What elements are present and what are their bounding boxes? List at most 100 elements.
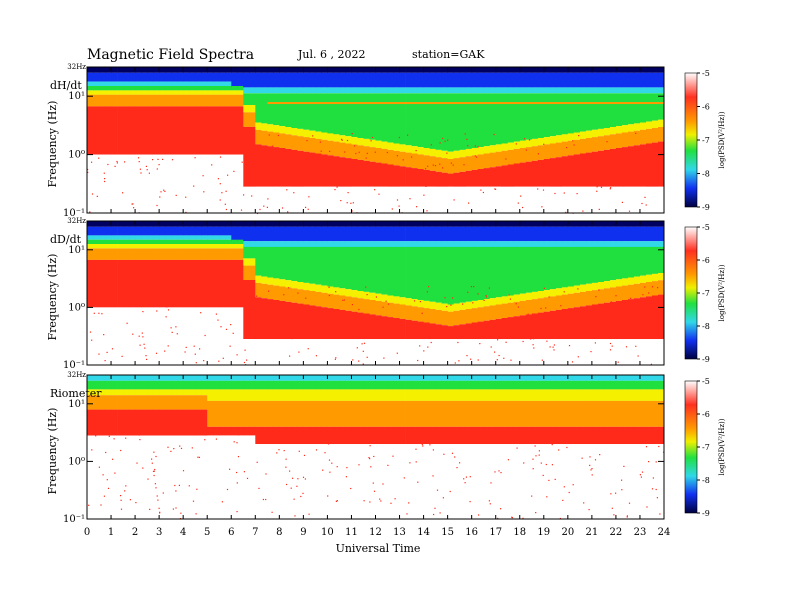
band-navy bbox=[513, 67, 521, 73]
noise-pixel bbox=[156, 204, 158, 207]
band-cyan bbox=[633, 375, 641, 381]
band-yellow bbox=[652, 389, 659, 401]
band-blue bbox=[237, 226, 244, 242]
band-cyan bbox=[435, 375, 442, 381]
band-red bbox=[309, 152, 316, 187]
band-orange bbox=[267, 284, 274, 300]
noise-pixel bbox=[291, 337, 293, 340]
band-red bbox=[297, 303, 304, 340]
noise-pixel bbox=[581, 457, 583, 459]
band-navy bbox=[573, 67, 581, 73]
colorbar bbox=[684, 72, 698, 208]
band-red bbox=[507, 164, 515, 187]
band-red bbox=[321, 307, 328, 340]
band-white bbox=[513, 339, 521, 365]
band-red bbox=[117, 106, 124, 155]
band-blue bbox=[501, 72, 509, 88]
x-tick-label: 22 bbox=[610, 527, 623, 538]
band-blue bbox=[213, 72, 220, 82]
noise-pixel bbox=[305, 206, 307, 208]
band-navy bbox=[201, 221, 208, 227]
band-yellow bbox=[501, 143, 509, 151]
noise-pixel bbox=[246, 161, 248, 163]
band-cyan bbox=[447, 241, 454, 247]
noise-pixel bbox=[256, 461, 258, 463]
band-white bbox=[351, 339, 358, 365]
band-cyan bbox=[453, 87, 460, 94]
band-green bbox=[393, 93, 400, 144]
band-yellow bbox=[321, 389, 328, 401]
band-navy bbox=[225, 221, 232, 227]
band-cyan bbox=[507, 87, 515, 94]
band-yellow bbox=[435, 149, 442, 158]
y-tick-label: 10⁻¹ bbox=[63, 514, 85, 525]
band-cyan bbox=[285, 375, 292, 381]
noise-pixel bbox=[478, 514, 480, 516]
band-blue bbox=[609, 226, 617, 242]
band-cyan bbox=[345, 241, 352, 247]
noise-pixel bbox=[479, 343, 481, 345]
band-white bbox=[627, 444, 635, 519]
band-yellow bbox=[621, 389, 629, 401]
band-cyan bbox=[291, 241, 298, 247]
band-red bbox=[501, 318, 509, 340]
noise-pixel bbox=[537, 188, 539, 190]
band-cyan bbox=[417, 87, 424, 94]
band-orange bbox=[123, 248, 130, 260]
noise-pixel bbox=[470, 358, 472, 360]
band-orange bbox=[465, 400, 473, 427]
noise-pixel bbox=[159, 511, 161, 513]
band-orange bbox=[513, 400, 521, 427]
band-white bbox=[489, 444, 497, 519]
band-navy bbox=[591, 221, 599, 227]
noise-pixel bbox=[278, 449, 280, 451]
band-green bbox=[333, 93, 340, 135]
band-orange bbox=[609, 287, 617, 302]
band-orange bbox=[267, 131, 274, 147]
noise-pixel bbox=[466, 355, 468, 357]
band-red bbox=[597, 303, 605, 340]
noise-pixel bbox=[373, 455, 375, 458]
noise-pixel bbox=[609, 188, 611, 190]
band-red bbox=[652, 142, 659, 187]
band-cyan bbox=[273, 375, 280, 381]
band-cyan bbox=[255, 375, 262, 381]
band-red bbox=[357, 312, 364, 340]
noise-pixel bbox=[102, 474, 104, 476]
noise-pixel bbox=[346, 467, 348, 469]
band-orange bbox=[561, 294, 569, 309]
noise-pixel bbox=[645, 334, 647, 336]
band-navy bbox=[597, 67, 605, 73]
x-tick-label: 16 bbox=[465, 527, 478, 538]
band-green bbox=[261, 93, 268, 124]
band-green bbox=[399, 246, 406, 298]
band-green bbox=[435, 246, 442, 303]
band-red bbox=[303, 426, 310, 445]
band-green bbox=[321, 380, 328, 390]
band-blue bbox=[207, 226, 214, 236]
band-white bbox=[609, 444, 617, 519]
band-orange bbox=[495, 151, 503, 167]
band-green bbox=[573, 93, 581, 133]
band-yellow bbox=[399, 144, 406, 152]
band-white bbox=[225, 307, 232, 365]
band-green bbox=[549, 380, 557, 390]
noise-pixel bbox=[494, 351, 496, 353]
band-navy bbox=[507, 67, 515, 73]
band-orange bbox=[495, 400, 503, 427]
band-red bbox=[603, 426, 611, 445]
band-white bbox=[207, 307, 214, 365]
noise-pixel bbox=[477, 146, 479, 148]
band-blue bbox=[585, 72, 593, 88]
band-cyan bbox=[357, 241, 364, 247]
band-white bbox=[345, 339, 352, 365]
noise-pixel bbox=[155, 455, 157, 458]
band-cyan bbox=[381, 241, 388, 247]
band-cyan bbox=[297, 375, 304, 381]
noise-pixel bbox=[160, 191, 162, 193]
band-blue bbox=[135, 226, 142, 236]
band-cyan bbox=[531, 87, 539, 94]
noise-pixel bbox=[289, 160, 292, 162]
band-blue bbox=[519, 226, 527, 242]
band-orange bbox=[555, 142, 563, 158]
